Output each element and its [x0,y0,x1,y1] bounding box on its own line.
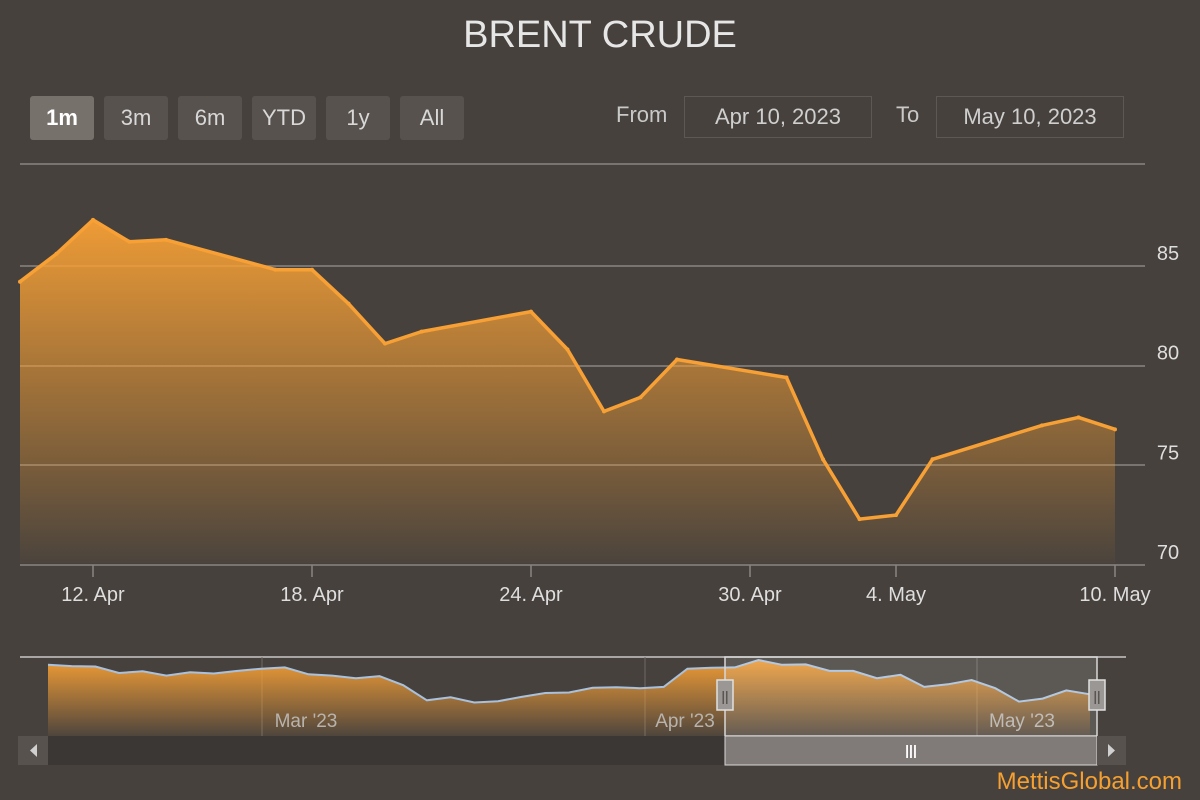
data-point [1113,427,1117,432]
x-tick-label: 30. Apr [718,584,782,606]
scrollbar-thumb[interactable] [724,735,1098,766]
data-point [784,375,789,380]
range-button-1m[interactable]: 1m [30,96,94,140]
data-point [127,239,132,244]
chart-title: BRENT CRUDE [463,14,737,56]
price-points [18,217,1117,522]
scrollbar[interactable]: ||| [18,735,1126,766]
data-point [565,347,570,352]
watermark: MettisGlobal.com [996,768,1182,795]
svg-text:||: || [721,688,728,704]
range-button-3m[interactable]: 3m [104,96,168,140]
x-tick-label: 24. Apr [499,584,563,606]
scrollbar-grip-icon: ||| [905,742,917,758]
data-point [18,279,22,284]
x-tick-label: 12. Apr [61,584,125,606]
data-point [91,217,95,222]
data-point [638,395,643,400]
data-point [894,513,898,518]
data-point [383,341,387,346]
y-tick-label: 80 [1157,343,1179,365]
to-label: To [896,102,920,127]
navigator-label-mar: Mar '23 [275,711,338,732]
navigator-label-may: May '23 [989,711,1055,732]
data-point [310,267,314,272]
navigator-handle-right[interactable]: || [1088,679,1106,711]
data-point [857,517,862,522]
y-tick-label: 75 [1157,442,1179,464]
to-date-input[interactable] [936,96,1124,138]
navigator-label-apr: Apr '23 [655,711,715,732]
y-tick-label: 70 [1157,542,1179,564]
range-button-6m[interactable]: 6m [178,96,242,140]
data-point [54,251,59,256]
price-area [20,219,1115,563]
data-point [529,309,533,314]
x-tick-label: 18. Apr [280,584,344,606]
data-point [675,357,679,362]
data-point [346,301,351,306]
data-point [1040,423,1044,428]
range-button-ytd[interactable]: YTD [252,96,316,140]
y-tick-label: 85 [1157,243,1179,265]
navigator-handle-left[interactable]: || [716,679,734,711]
navigator-selection[interactable] [724,656,1098,737]
arrow-right-icon [1108,744,1115,757]
range-button-all[interactable]: All [400,96,464,140]
data-point [273,267,278,272]
data-point [419,329,424,334]
navigator[interactable]: Mar '23 Apr '23 May '23 || || [20,656,1126,737]
from-date-input[interactable] [684,96,872,138]
data-point [164,237,168,242]
data-point [930,457,935,462]
data-point [821,457,825,462]
data-point [1076,415,1081,420]
arrow-left-icon [30,744,37,757]
range-button-1y[interactable]: 1y [326,96,390,140]
y-axis-ticks: 70 75 80 85 [1157,243,1179,564]
x-axis-ticks: 12. Apr 18. Apr 24. Apr 30. Apr 4. May 10. Ma… [61,565,1151,606]
navigator-line [47,658,1091,704]
x-tick-label: 4. May [866,584,926,606]
x-tick-label: 10. May [1079,584,1150,606]
svg-text:||: || [1093,688,1100,704]
data-point [602,409,606,414]
navigator-area [48,660,1090,736]
from-label: From [616,102,668,127]
